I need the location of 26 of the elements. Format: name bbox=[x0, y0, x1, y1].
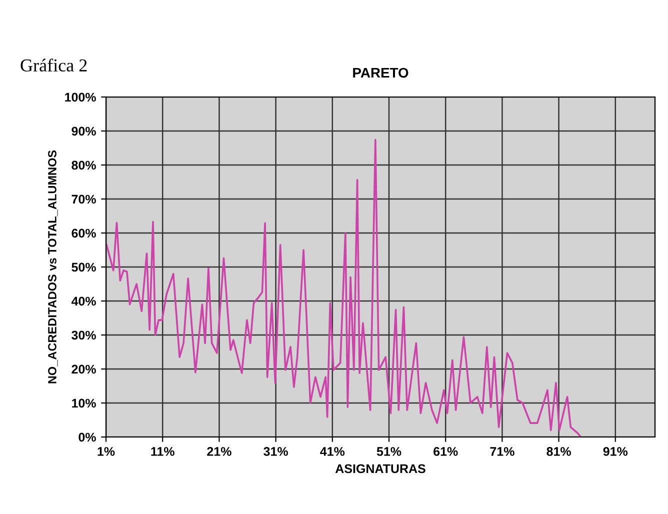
y-tick-label: 10% bbox=[72, 398, 96, 408]
chart-title: PARETO bbox=[353, 68, 408, 78]
x-tick-label: 71% bbox=[490, 447, 514, 456]
y-tick-label: 20% bbox=[72, 364, 96, 374]
x-tick-label: 81% bbox=[546, 447, 571, 456]
text: Gráfica 2 bbox=[20, 58, 87, 72]
x-tick-label: 91% bbox=[603, 447, 628, 456]
x-tick-label: 41% bbox=[320, 447, 345, 456]
x-tick-label: 11% bbox=[151, 447, 174, 456]
y-tick-label: 40% bbox=[71, 296, 96, 306]
y-tick-label: 30% bbox=[72, 330, 96, 340]
x-tick-label: 1% bbox=[98, 447, 115, 456]
y-tick-label: 50% bbox=[72, 262, 96, 272]
y-tick-label: 90% bbox=[72, 126, 96, 136]
x-tick-label: 51% bbox=[376, 447, 402, 456]
y-axis-title: NO_ACREDITADOS vs TOTAL_ALUMNOS bbox=[48, 150, 58, 384]
x-tick-label: 31% bbox=[264, 447, 288, 456]
x-tick-label: 61% bbox=[434, 447, 458, 456]
y-tick-label: 80% bbox=[72, 160, 96, 170]
line-series bbox=[106, 138, 582, 437]
x-axis-title: ASIGNATURAS bbox=[335, 464, 426, 474]
y-tick-label: 60% bbox=[72, 228, 96, 238]
y-tick-label: 100% bbox=[65, 92, 96, 102]
x-tick-label: 21% bbox=[207, 447, 232, 456]
y-tick-label: 70% bbox=[72, 194, 96, 204]
y-tick-label: 0% bbox=[78, 432, 96, 442]
